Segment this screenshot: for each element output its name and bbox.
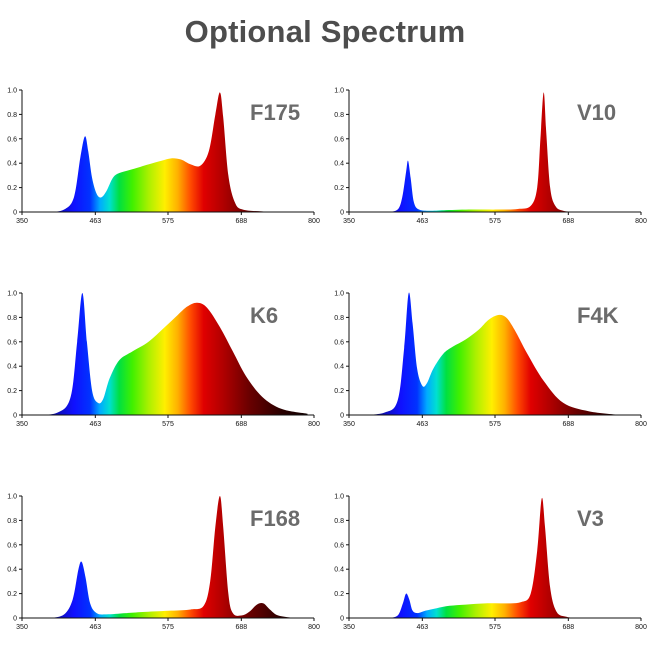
x-tick-label: 575: [489, 421, 501, 428]
y-tick-label: 0.2: [7, 185, 17, 192]
x-tick-label: 688: [235, 421, 247, 428]
x-tick-label: 463: [416, 421, 428, 428]
spectrum-area-v10: [387, 92, 577, 212]
spectrum-area-f175: [51, 92, 289, 212]
y-tick-label: 0.6: [334, 542, 344, 549]
y-tick-label: 1.0: [334, 88, 344, 95]
spectrum-label: K6: [250, 303, 278, 328]
y-tick-label: 0.6: [334, 339, 344, 346]
spectrum-chart-v10: 350 463 575 688 800 0 0.2 0.4 0.6 0.8 1.0 V10: [334, 88, 647, 226]
x-tick-label: 350: [16, 421, 28, 428]
x-tick-label: 350: [16, 218, 28, 225]
spectrum-area-f168: [51, 496, 295, 618]
y-tick-label: 0.4: [334, 161, 344, 168]
x-tick-label: 800: [635, 218, 647, 225]
y-tick-label: 1.0: [7, 494, 17, 501]
y-tick-label: 0.2: [334, 388, 344, 395]
x-tick-label: 350: [16, 624, 28, 631]
y-tick-label: 0.6: [7, 136, 17, 143]
x-tick-label: 350: [343, 218, 355, 225]
y-tick-label: 0.8: [7, 112, 17, 119]
page-title: Optional Spectrum: [184, 14, 466, 49]
y-tick-label: 0.8: [334, 518, 344, 525]
spectrum-label: F175: [250, 100, 300, 125]
x-tick-label: 463: [89, 624, 101, 631]
spectrum-area-f4k: [361, 292, 622, 415]
x-tick-label: 688: [235, 218, 247, 225]
spectrum-chart-f168: 350 463 575 688 800 0 0.2 0.4 0.6 0.8 1.0 F168: [7, 494, 320, 632]
y-tick-label: 0.6: [7, 542, 17, 549]
y-tick-label: 0: [13, 413, 17, 420]
spectrum-label: F4K: [577, 303, 619, 328]
y-tick-label: 0.4: [7, 364, 17, 371]
y-tick-label: 0.2: [334, 591, 344, 598]
spectrum-area-v3: [387, 497, 577, 618]
x-tick-label: 800: [635, 624, 647, 631]
y-tick-label: 0.6: [7, 339, 17, 346]
x-tick-label: 575: [489, 624, 501, 631]
spectrum-label: V3: [577, 506, 604, 531]
x-tick-label: 350: [343, 624, 355, 631]
spectrum-chart-f4k: 350 463 575 688 800 0 0.2 0.4 0.6 0.8 1.0 F4K: [334, 291, 647, 429]
y-tick-label: 1.0: [334, 291, 344, 298]
y-tick-label: 0.4: [334, 567, 344, 574]
x-tick-label: 800: [308, 624, 320, 631]
spectrum-chart-v3: 350 463 575 688 800 0 0.2 0.4 0.6 0.8 1.0 V3: [334, 494, 647, 632]
y-tick-label: 0: [340, 210, 344, 217]
x-tick-label: 463: [89, 218, 101, 225]
y-tick-label: 0.8: [7, 518, 17, 525]
spectrum-chart-k6: 350 463 575 688 800 0 0.2 0.4 0.6 0.8 1.0 K6: [7, 291, 320, 429]
x-tick-label: 688: [562, 624, 574, 631]
y-tick-label: 0.4: [7, 567, 17, 574]
spectrum-area-k6: [34, 293, 308, 415]
x-tick-label: 800: [308, 218, 320, 225]
x-tick-label: 463: [416, 218, 428, 225]
x-tick-label: 800: [635, 421, 647, 428]
x-tick-label: 463: [416, 624, 428, 631]
y-tick-label: 0.4: [7, 161, 17, 168]
y-tick-label: 0.8: [334, 315, 344, 322]
spectrum-chart-f175: 350 463 575 688 800 0 0.2 0.4 0.6 0.8 1.0 F175: [7, 88, 320, 226]
x-tick-label: 463: [89, 421, 101, 428]
y-tick-label: 1.0: [7, 291, 17, 298]
y-tick-label: 0: [340, 616, 344, 623]
y-tick-label: 0: [340, 413, 344, 420]
y-tick-label: 1.0: [334, 494, 344, 501]
y-tick-label: 0.8: [7, 315, 17, 322]
x-tick-label: 575: [489, 218, 501, 225]
x-tick-label: 575: [162, 218, 174, 225]
y-tick-label: 0.6: [334, 136, 344, 143]
y-tick-label: 0.2: [334, 185, 344, 192]
x-tick-label: 575: [162, 624, 174, 631]
x-tick-label: 800: [308, 421, 320, 428]
y-tick-label: 1.0: [7, 88, 17, 95]
y-tick-label: 0.2: [7, 388, 17, 395]
y-tick-label: 0.2: [7, 591, 17, 598]
x-tick-label: 575: [162, 421, 174, 428]
x-tick-label: 350: [343, 421, 355, 428]
x-tick-label: 688: [562, 218, 574, 225]
x-tick-label: 688: [562, 421, 574, 428]
y-tick-label: 0: [13, 210, 17, 217]
spectrum-label: V10: [577, 100, 616, 125]
y-tick-label: 0.4: [334, 364, 344, 371]
spectrum-label: F168: [250, 506, 300, 531]
x-tick-label: 688: [235, 624, 247, 631]
y-tick-label: 0: [13, 616, 17, 623]
y-tick-label: 0.8: [334, 112, 344, 119]
